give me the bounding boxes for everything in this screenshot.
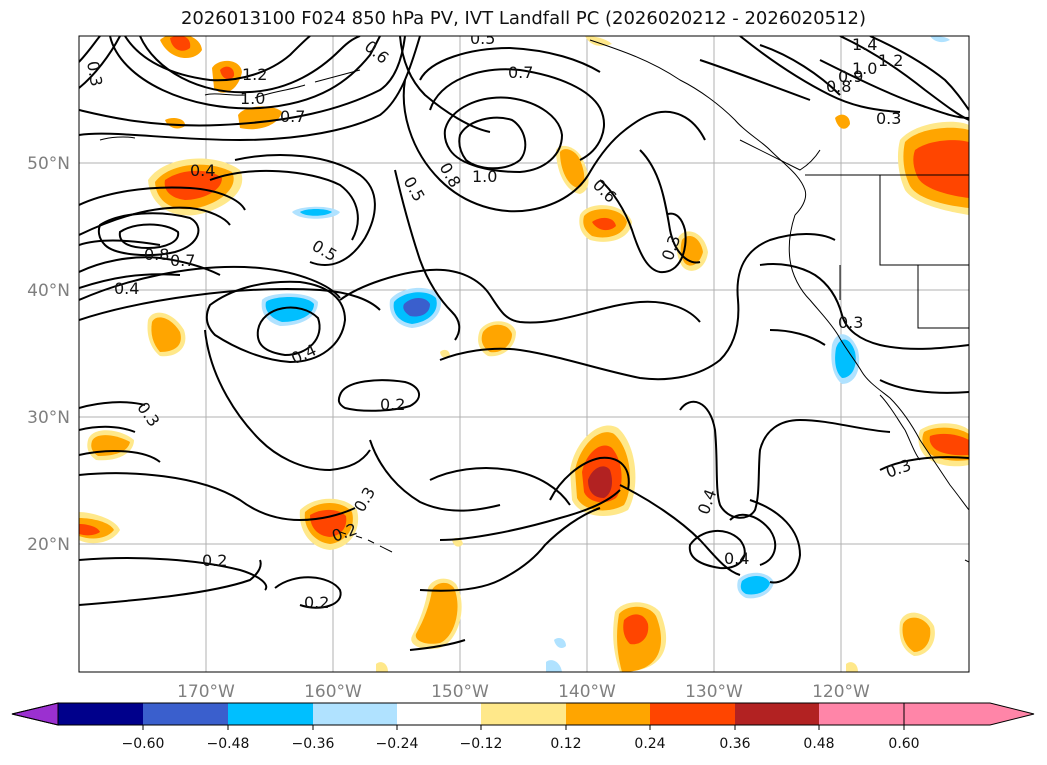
colorbar-segment [228,703,313,725]
colorbar-segment [819,703,904,725]
colorbar-segment [735,703,819,725]
lon-label: 130°W [685,682,743,702]
lon-label: 160°W [304,682,362,702]
colorbar-segment [481,703,566,725]
colorbar-tick: 0.36 [719,736,750,752]
colorbar-segment [313,703,397,725]
colorbar-high-extend [904,703,1034,725]
lat-label: 40°N [27,281,70,301]
map-panel: 0.3 1.2 1.0 0.7 0.5 0.7 0.6 1.4 1.2 1.0 … [79,29,969,672]
contour-label: 0.7 [508,63,533,82]
colorbar: −0.60 −0.48 −0.36 −0.24 −0.12 0.12 0.24 … [11,702,1035,752]
contour-label: 1.2 [878,51,903,70]
contour-label: 0.7 [280,107,305,126]
colorbar-segment [58,703,143,725]
colorbar-segment [566,703,650,725]
contour-label: 0.2 [304,593,329,612]
lon-label: 120°W [812,682,870,702]
contour-label: 0.3 [838,313,863,332]
contour-label: 1.0 [472,167,497,186]
colorbar-low-extend [11,702,59,726]
contour-label: 0.4 [114,279,139,298]
map-frame [78,35,970,673]
contour-label: 0.3 [876,109,901,128]
lon-label: 150°W [431,682,489,702]
colorbar-tick: −0.12 [460,736,503,752]
colorbar-tick: 0.60 [888,736,919,752]
contour-label: 0.3 [83,59,106,87]
contour-label: 1.2 [242,65,267,84]
colorbar-tick: −0.24 [376,736,419,752]
lat-label: 30°N [27,408,70,428]
lon-label: 140°W [558,682,616,702]
contour-labels: 0.3 1.2 1.0 0.7 0.5 0.7 0.6 1.4 1.2 1.0 … [83,29,914,612]
contour-label: 0.8 [826,77,851,96]
contour-label: 1.4 [852,35,877,54]
colorbar-tick: −0.48 [207,736,250,752]
contour-label: 0.8 [144,245,169,264]
colorbar-segment [143,703,228,725]
colorbar-tick: −0.36 [292,736,335,752]
lat-label: 50°N [27,154,70,174]
lon-label: 170°W [177,682,235,702]
colorbar-segment [397,703,481,725]
contour-label: 0.2 [380,395,405,414]
colorbar-tick: 0.48 [803,736,834,752]
colorbar-tick: 0.12 [550,736,581,752]
contour-label: 0.5 [470,29,495,48]
lat-label: 20°N [27,535,70,555]
coastlines [99,39,969,563]
contour-label: 0.7 [170,251,195,270]
contour-label: 1.0 [852,59,877,78]
pv-contours [79,36,969,651]
contour-label: 0.4 [190,161,215,180]
contour-label: 1.0 [240,89,265,108]
chart-title: 2026013100 F024 850 hPa PV, IVT Landfall… [180,8,867,29]
colorbar-tick: −0.60 [122,736,165,752]
colorbar-tick: 0.24 [634,736,665,752]
contour-label: 0.4 [724,549,749,568]
contour-label: 0.9 [838,67,863,86]
pc-shading [79,36,969,672]
contour-label: 0.2 [202,551,227,570]
colorbar-segment [650,703,735,725]
lon-labels: 170°W 160°W 150°W 140°W 130°W 120°W [177,682,870,702]
lat-labels: 50°N 40°N 30°N 20°N [27,154,70,555]
